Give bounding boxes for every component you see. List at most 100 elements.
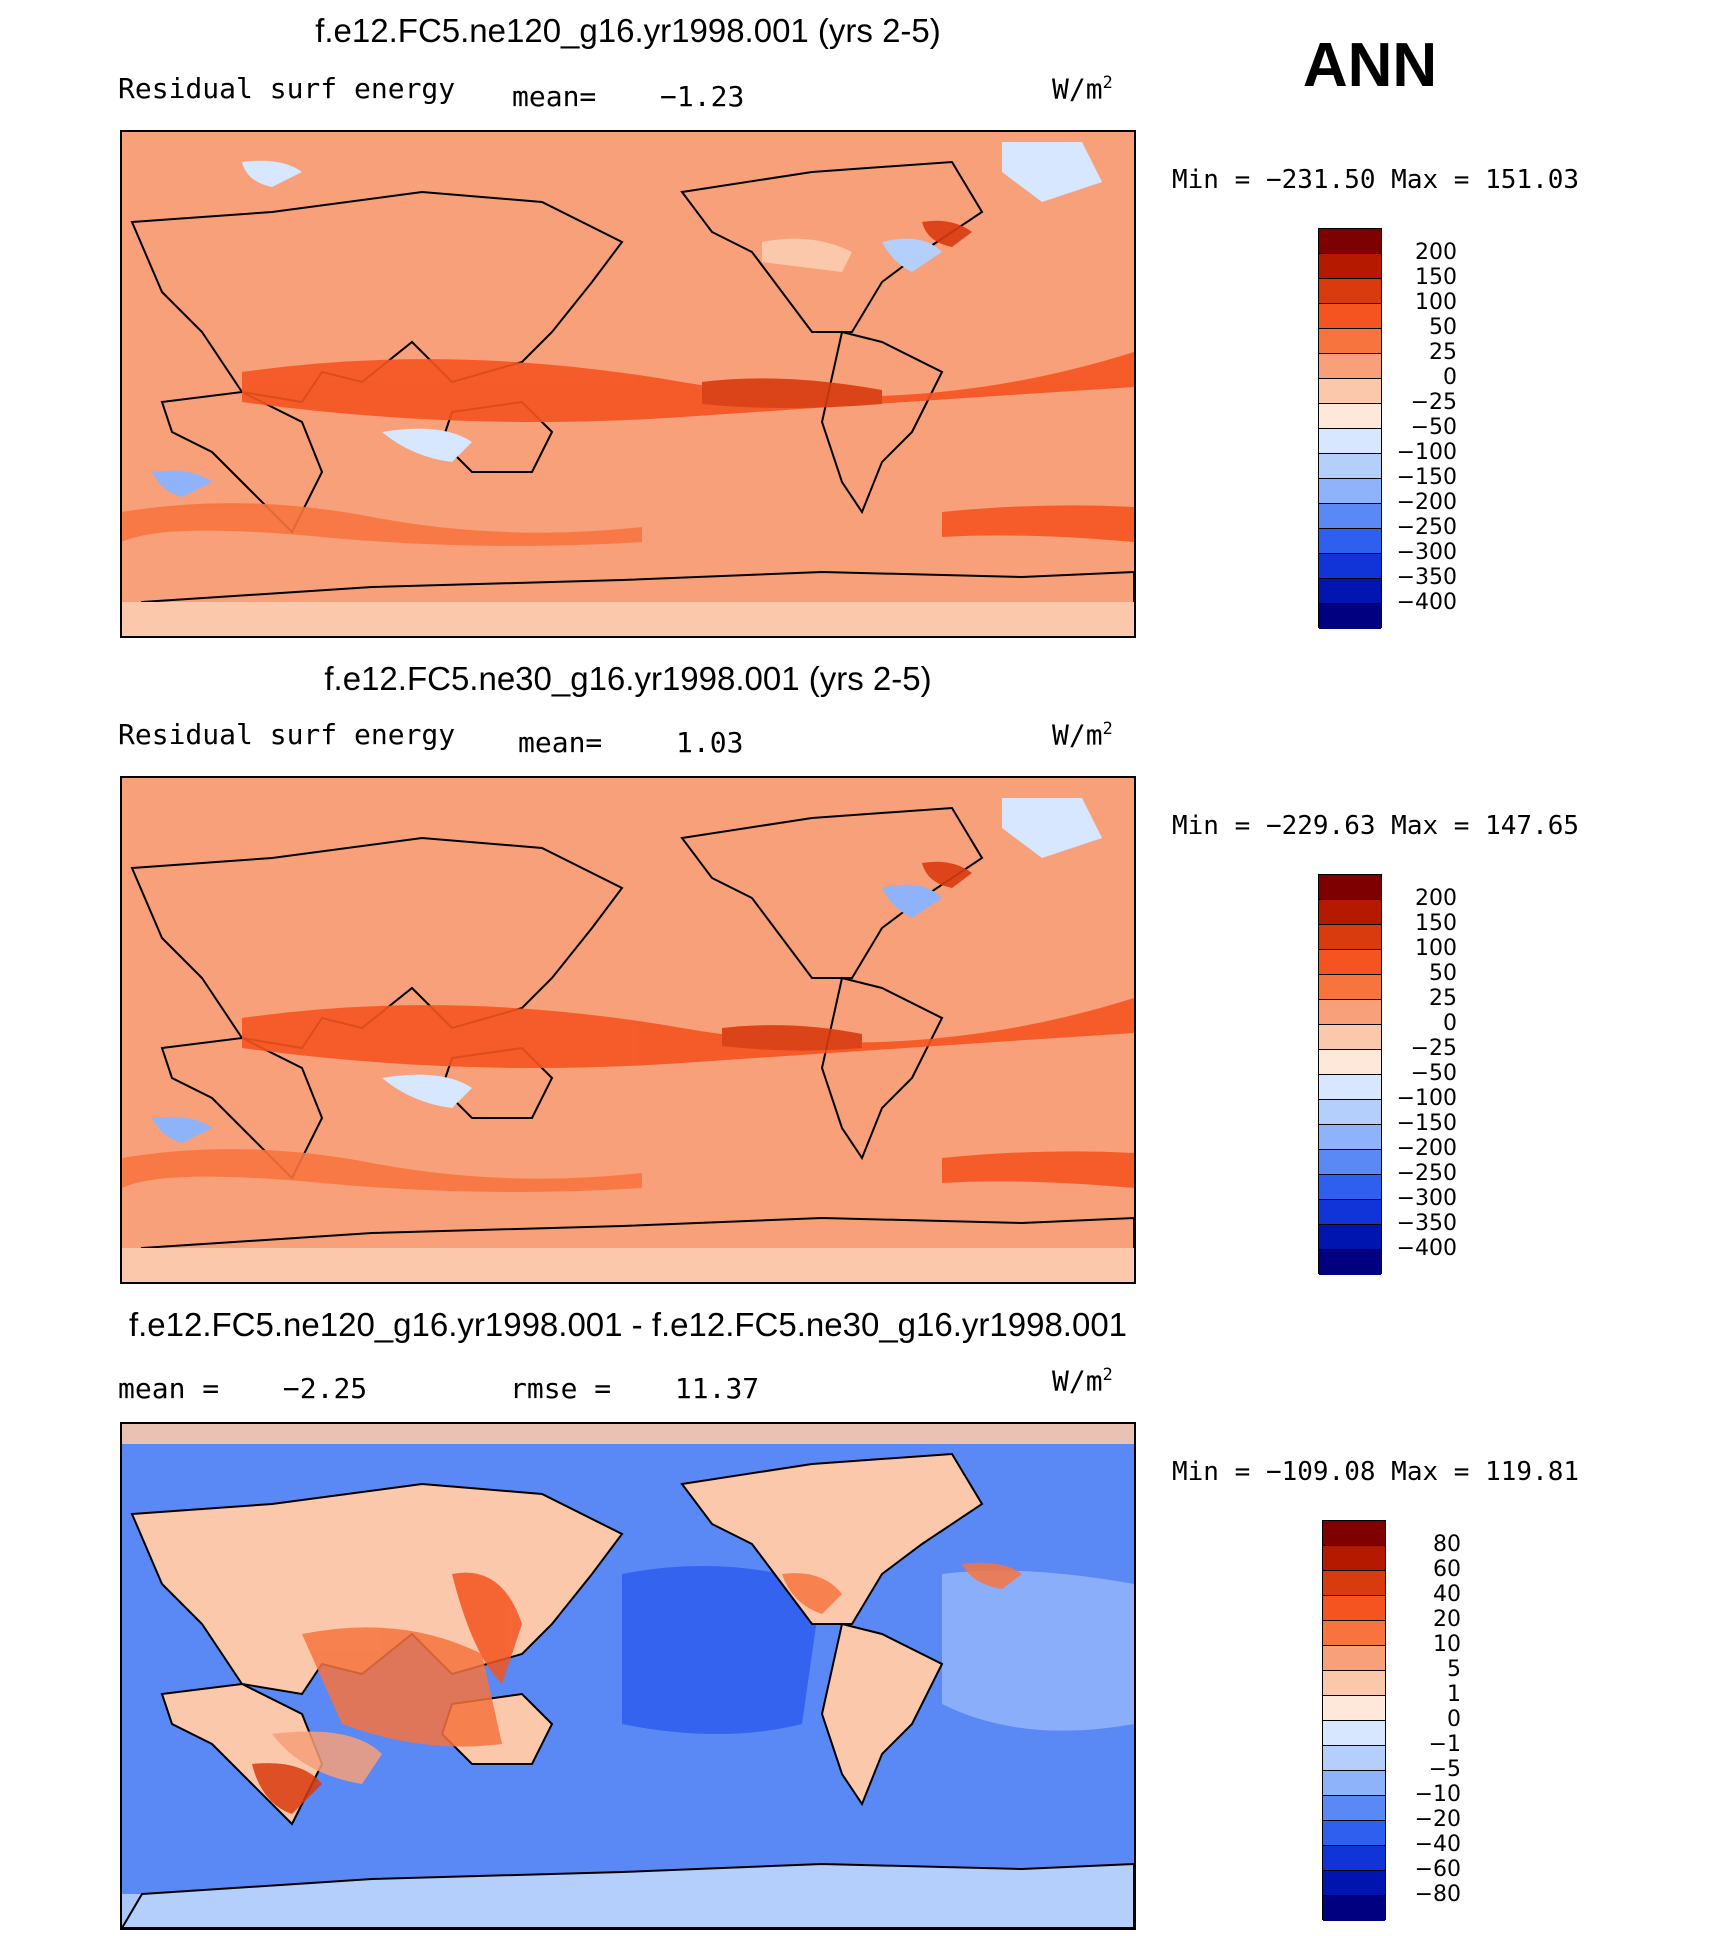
- colorbar-segment: [1323, 1771, 1385, 1796]
- colorbar-segment: [1319, 429, 1381, 454]
- colorbar-tick-label: −1: [1428, 1732, 1461, 1757]
- colorbar-segment: [1319, 604, 1381, 629]
- colorbar-segment: [1319, 875, 1381, 900]
- colorbar-tick-label: 20: [1433, 1607, 1461, 1632]
- colorbar-tick-label: −350: [1396, 1211, 1457, 1236]
- colorbar-tick-label: 40: [1433, 1582, 1461, 1607]
- panel-3-colorbar: [1322, 1520, 1386, 1921]
- panel-1-variable-label: Residual surf energy: [118, 72, 456, 105]
- colorbar-tick-label: −10: [1414, 1782, 1461, 1807]
- panel-1-colorbar-labels: 200 150 100 50 25 0 −25 −50 −100 −150 −200 −250 −300…: [1385, 228, 1457, 628]
- panel-3-rmse: rmse = 11.37: [510, 1372, 760, 1405]
- colorbar-segment: [1319, 1075, 1381, 1100]
- panel-2-title: f.e12.FC5.ne30_g16.yr1998.001 (yrs 2-5): [324, 660, 932, 697]
- colorbar-segment: [1319, 404, 1381, 429]
- colorbar-segment: [1319, 454, 1381, 479]
- colorbar-tick-label: −350: [1396, 565, 1457, 590]
- colorbar-segment: [1323, 1521, 1385, 1546]
- colorbar-tick-label: −250: [1396, 1161, 1457, 1186]
- colorbar-segment: [1319, 1200, 1381, 1225]
- panel-2-units: W/m2: [1052, 718, 1113, 752]
- colorbar-segment: [1319, 950, 1381, 975]
- colorbar-tick-label: −200: [1396, 490, 1457, 515]
- colorbar-tick-label: −400: [1396, 590, 1457, 615]
- panel-1-max-value: 151.03: [1485, 165, 1580, 195]
- colorbar-segment: [1319, 1175, 1381, 1200]
- colorbar-tick-label: 25: [1429, 986, 1457, 1011]
- panel-2-mean-value: 1.03: [676, 726, 744, 759]
- colorbar-segment: [1323, 1696, 1385, 1721]
- panel-3-minmax: Min = −109.08 Max = 119.81: [1172, 1457, 1580, 1487]
- colorbar-segment: [1319, 304, 1381, 329]
- colorbar-segment: [1319, 279, 1381, 304]
- panel-2-minmax: Min = −229.63 Max = 147.65: [1172, 811, 1580, 841]
- colorbar-tick-label: 50: [1429, 315, 1457, 340]
- panel-3-title: f.e12.FC5.ne120_g16.yr1998.001 - f.e12.F…: [128, 1306, 1128, 1343]
- colorbar-segment: [1319, 504, 1381, 529]
- colorbar-segment: [1319, 254, 1381, 279]
- colorbar-tick-label: 0: [1443, 365, 1457, 390]
- colorbar-segment: [1319, 229, 1381, 254]
- colorbar-segment: [1323, 1871, 1385, 1896]
- colorbar-segment: [1319, 900, 1381, 925]
- panel-3-mean-value: −2.25: [282, 1372, 368, 1405]
- colorbar-tick-label: 150: [1415, 265, 1457, 290]
- colorbar-tick-label: −5: [1428, 1757, 1461, 1782]
- panel-2-map: [120, 776, 1136, 1284]
- panel-3-map: [120, 1422, 1136, 1930]
- panel-2-mean-label: mean=: [518, 726, 603, 759]
- panel-2-min-value: −229.63: [1265, 811, 1376, 841]
- colorbar-tick-label: −40: [1414, 1832, 1461, 1857]
- panel-1-mean: mean= −1.23: [512, 80, 744, 113]
- colorbar-segment: [1319, 554, 1381, 579]
- colorbar-tick-label: −150: [1396, 1111, 1457, 1136]
- colorbar-segment: [1319, 1000, 1381, 1025]
- colorbar-tick-label: −200: [1396, 1136, 1457, 1161]
- colorbar-segment: [1323, 1546, 1385, 1571]
- panel-1-units: W/m2: [1052, 72, 1113, 106]
- colorbar-tick-label: −20: [1414, 1807, 1461, 1832]
- colorbar-segment: [1323, 1571, 1385, 1596]
- colorbar-tick-label: −25: [1410, 390, 1457, 415]
- colorbar-tick-label: −50: [1410, 1061, 1457, 1086]
- colorbar-segment: [1319, 975, 1381, 1000]
- colorbar-segment: [1319, 529, 1381, 554]
- colorbar-tick-label: −150: [1396, 465, 1457, 490]
- colorbar-tick-label: 1: [1447, 1682, 1461, 1707]
- panel-3-min-value: −109.08: [1265, 1457, 1376, 1487]
- colorbar-segment: [1319, 1050, 1381, 1075]
- colorbar-segment: [1323, 1671, 1385, 1696]
- colorbar-tick-label: 200: [1415, 240, 1457, 265]
- colorbar-segment: [1319, 579, 1381, 604]
- colorbar-tick-label: −300: [1396, 540, 1457, 565]
- panel-1-minmax: Min = −231.50 Max = 151.03: [1172, 165, 1580, 195]
- colorbar-tick-label: −100: [1396, 440, 1457, 465]
- panel-3-units: W/m2: [1052, 1364, 1113, 1398]
- colorbar-segment: [1319, 354, 1381, 379]
- panel-1-title: f.e12.FC5.ne120_g16.yr1998.001 (yrs 2-5): [315, 12, 941, 49]
- colorbar-segment: [1319, 1150, 1381, 1175]
- colorbar-tick-label: 200: [1415, 886, 1457, 911]
- season-label: ANN: [1302, 31, 1438, 100]
- colorbar-segment: [1319, 379, 1381, 404]
- colorbar-tick-label: −50: [1410, 415, 1457, 440]
- panel-1-min-value: −231.50: [1265, 165, 1376, 195]
- panel-2-mean: mean= 1.03: [518, 726, 743, 759]
- panel-1-mean-label: mean=: [512, 80, 597, 113]
- colorbar-segment: [1323, 1646, 1385, 1671]
- colorbar-tick-label: 60: [1433, 1557, 1461, 1582]
- colorbar-tick-label: 50: [1429, 961, 1457, 986]
- colorbar-tick-label: 25: [1429, 340, 1457, 365]
- panel-2-max-value: 147.65: [1485, 811, 1580, 841]
- colorbar-tick-label: 5: [1447, 1657, 1461, 1682]
- colorbar-tick-label: −25: [1410, 1036, 1457, 1061]
- colorbar-segment: [1319, 1125, 1381, 1150]
- panel-3-map-svg: [122, 1424, 1134, 1928]
- colorbar-tick-label: 0: [1443, 1011, 1457, 1036]
- colorbar-tick-label: 100: [1415, 936, 1457, 961]
- colorbar-tick-label: −100: [1396, 1086, 1457, 1111]
- colorbar-segment: [1319, 1250, 1381, 1275]
- colorbar-segment: [1323, 1821, 1385, 1846]
- colorbar-segment: [1323, 1721, 1385, 1746]
- panel-1-mean-value: −1.23: [660, 80, 745, 113]
